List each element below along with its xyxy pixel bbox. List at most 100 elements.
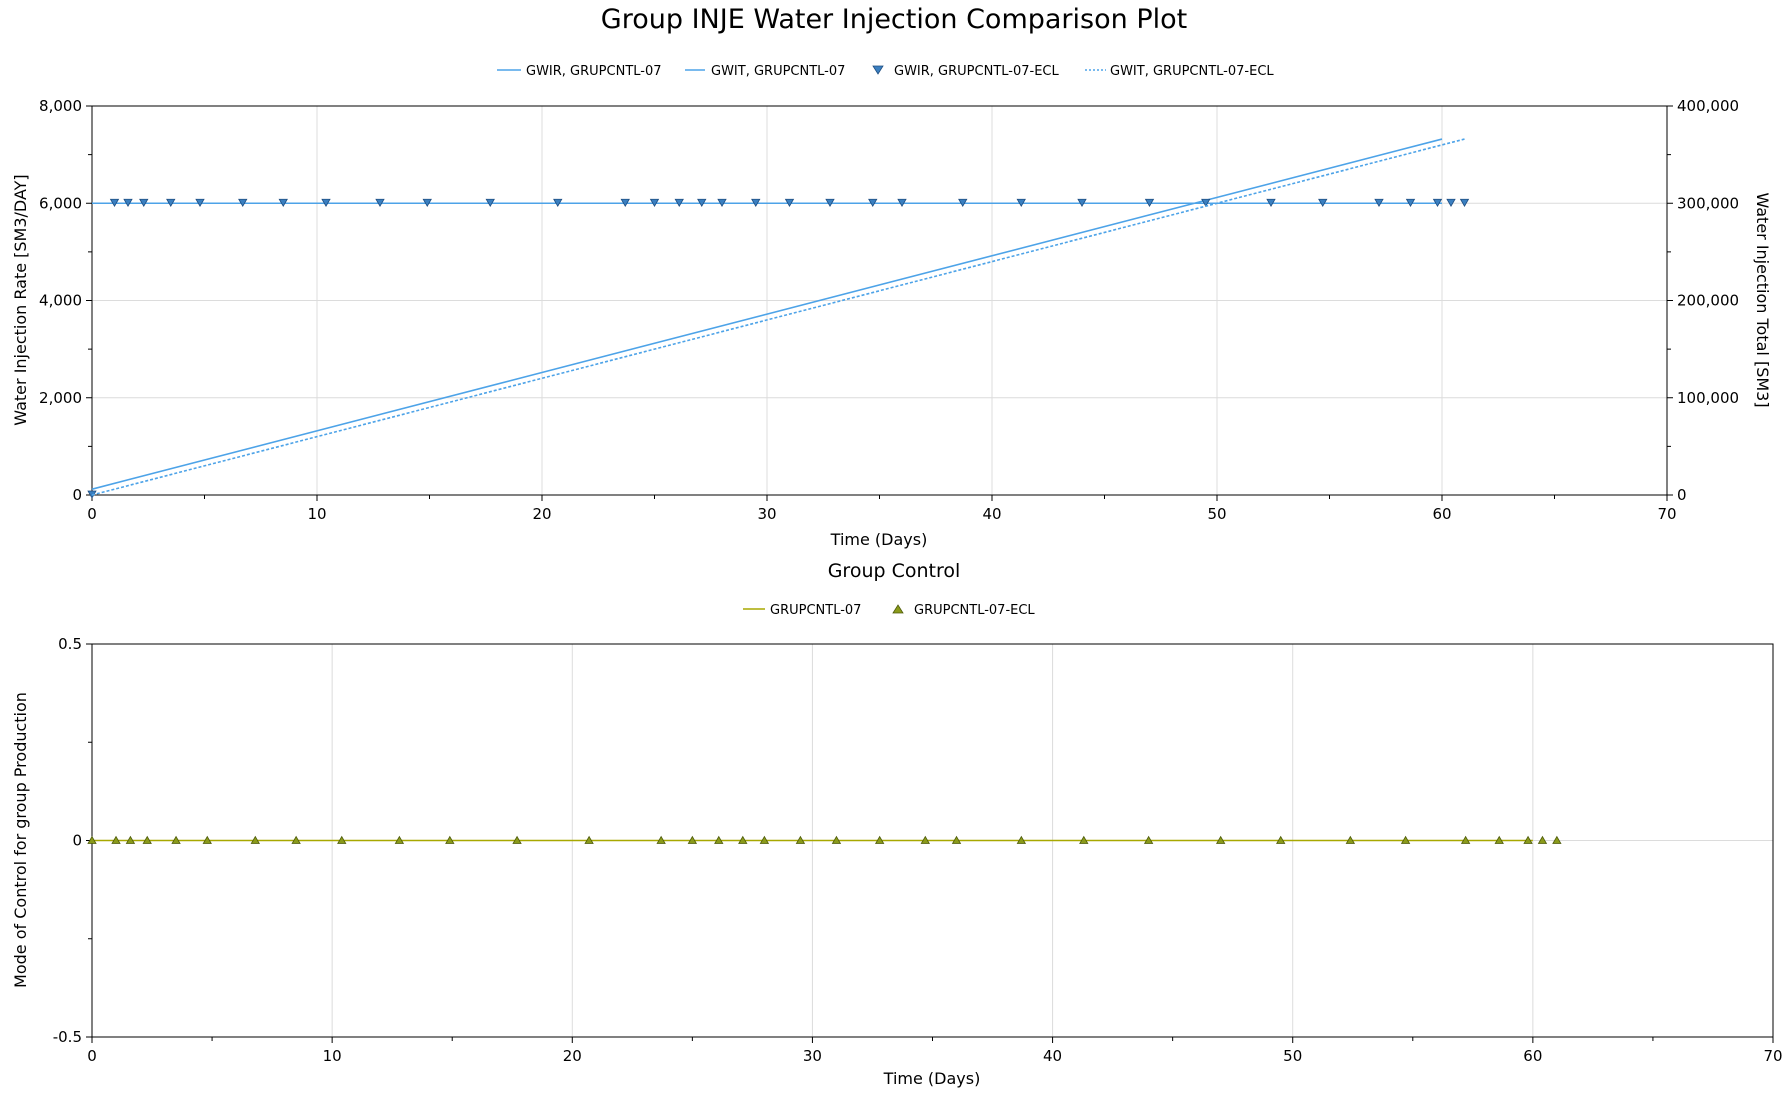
grupcntl-ecl-marker <box>1460 835 1471 844</box>
gwir-ecl-marker <box>1266 198 1276 208</box>
grupcntl-ecl-marker <box>714 835 724 844</box>
x-tick-label: 30 <box>803 1047 822 1065</box>
gwir-ecl-marker <box>553 198 563 208</box>
x-tick-label: 50 <box>1283 1047 1302 1065</box>
top-series <box>87 138 1470 499</box>
top-grid <box>92 106 1667 495</box>
top-y-axis-label: Water Injection Rate [SM3/DAY] <box>11 174 30 425</box>
y2-tick-label: 0 <box>1677 486 1687 504</box>
y-tick-label: 0 <box>72 486 82 504</box>
gwir-ecl-marker <box>238 198 248 208</box>
grupcntl-ecl-marker <box>171 835 181 844</box>
top-chart: 0 10 20 30 40 50 60 70 0 2,000 4,000 6,000 8,000 0 1… <box>11 64 1772 549</box>
gwir-ecl-marker <box>1459 198 1470 208</box>
gwir-ecl-marker <box>784 198 795 208</box>
y2-tick-label: 200,000 <box>1677 292 1739 310</box>
grupcntl-ecl-marker <box>874 835 885 844</box>
gwir-ecl-marker <box>1374 198 1384 208</box>
grupcntl-ecl-marker <box>1400 835 1411 844</box>
top-x-ticks: 0 10 20 30 40 50 60 70 <box>87 495 1677 523</box>
gwir-ecl-marker <box>751 198 761 208</box>
grupcntl-ecl-marker <box>584 835 594 844</box>
gwir-ecl-marker <box>1201 198 1211 208</box>
x-tick-label: 0 <box>87 505 97 523</box>
top-y-ticks: 0 2,000 4,000 6,000 8,000 <box>39 97 92 504</box>
y-tick-label: -0.5 <box>53 1028 82 1046</box>
grupcntl-ecl-marker <box>1537 835 1548 844</box>
top-y2-axis-label: Water Injection Total [SM3] <box>1753 192 1772 407</box>
grupcntl-ecl-marker <box>250 835 260 844</box>
top-legend: GWIR, GRUPCNTL-07 GWIT, GRUPCNTL-07 GWIR… <box>497 64 1274 79</box>
legend-label: GWIT, GRUPCNTL-07 <box>711 64 845 79</box>
grupcntl-ecl-marker <box>795 835 806 844</box>
x-tick-label: 40 <box>982 505 1001 523</box>
grupcntl-ecl-marker <box>291 835 301 844</box>
grupcntl-ecl-marker <box>111 835 121 844</box>
grupcntl-ecl-marker <box>1523 835 1533 844</box>
gwir-ecl-marker <box>697 198 707 208</box>
bottom-legend: GRUPCNTL-07 GRUPCNTL-07-ECL <box>743 603 1035 618</box>
triangle-up-marker-icon <box>892 604 904 614</box>
legend-item[interactable]: GRUPCNTL-07-ECL <box>892 603 1035 618</box>
x-tick-label: 0 <box>87 1047 97 1065</box>
gwir-ecl-marker <box>1144 198 1155 208</box>
y-tick-label: 8,000 <box>39 97 82 115</box>
y2-tick-label: 100,000 <box>1677 389 1739 407</box>
grupcntl-ecl-marker <box>1016 835 1027 844</box>
gwir-ecl-marker <box>958 198 968 208</box>
x-tick-label: 70 <box>1763 1047 1782 1065</box>
grupcntl-ecl-marker <box>202 835 212 844</box>
y-tick-label: 0 <box>72 832 82 850</box>
x-tick-label: 10 <box>323 1047 342 1065</box>
gwir-ecl-marker <box>422 198 432 208</box>
gwir-ecl-marker <box>717 198 727 208</box>
y-tick-label: 6,000 <box>39 194 82 212</box>
y-tick-label: 0.5 <box>58 635 82 653</box>
grupcntl-ecl-marker <box>1552 835 1562 844</box>
grupcntl-ecl-marker <box>142 835 152 844</box>
y-tick-label: 2,000 <box>39 389 82 407</box>
legend-item[interactable]: GWIR, GRUPCNTL-07-ECL <box>872 64 1059 79</box>
gwir-ecl-marker <box>620 198 630 208</box>
grupcntl-ecl-marker <box>738 835 748 844</box>
gwir-ecl-marker <box>1016 198 1026 208</box>
bottom-series <box>87 835 1562 844</box>
legend-item[interactable]: GWIT, GRUPCNTL-07-ECL <box>1085 64 1274 79</box>
top-y2-ticks: 0 100,000 200,000 300,000 400,000 <box>1667 97 1739 504</box>
legend-item[interactable]: GWIR, GRUPCNTL-07 <box>497 64 662 79</box>
y-tick-label: 4,000 <box>39 292 82 310</box>
grupcntl-ecl-marker <box>920 835 930 844</box>
gwir-ecl-marker <box>123 198 133 208</box>
grupcntl-ecl-marker <box>1494 835 1504 844</box>
gwir-ecl-marker <box>1318 198 1328 208</box>
gwir-ecl-marker <box>1432 198 1443 208</box>
y2-tick-label: 400,000 <box>1677 97 1739 115</box>
gwir-ecl-marker <box>109 198 120 208</box>
gwir-ecl-marker <box>1405 198 1416 208</box>
gwir-ecl-marker <box>1446 198 1456 208</box>
grupcntl-ecl-marker <box>687 835 698 844</box>
gwir-ecl-marker <box>649 198 660 208</box>
grupcntl-ecl-marker <box>125 835 136 844</box>
gwir-ecl-marker <box>674 198 684 208</box>
bottom-chart: Group Control 0 10 20 30 40 50 60 70 -0.5 0 0.5 G… <box>11 560 1783 1088</box>
x-tick-label: 50 <box>1207 505 1226 523</box>
gwir-ecl-marker <box>278 198 288 208</box>
triangle-down-marker-icon <box>872 65 884 75</box>
grupcntl-ecl-marker <box>1345 835 1356 844</box>
x-tick-label: 70 <box>1657 505 1676 523</box>
grupcntl-ecl-marker <box>1276 835 1286 844</box>
gwir-ecl-marker <box>139 198 149 208</box>
gwir-ecl-marker <box>166 198 176 208</box>
legend-item[interactable]: GWIT, GRUPCNTL-07 <box>685 64 845 79</box>
gwir-ecl-marker <box>321 198 331 208</box>
gwir-ecl-marker <box>195 198 205 208</box>
gwir-ecl-marker <box>375 198 385 208</box>
gwir-ecl-marker <box>485 198 495 208</box>
grupcntl-ecl-marker <box>831 835 842 844</box>
x-tick-label: 30 <box>757 505 776 523</box>
chart-title: Group INJE Water Injection Comparison Pl… <box>601 4 1187 35</box>
legend-item[interactable]: GRUPCNTL-07 <box>743 603 861 618</box>
grupcntl-ecl-marker <box>759 835 770 844</box>
